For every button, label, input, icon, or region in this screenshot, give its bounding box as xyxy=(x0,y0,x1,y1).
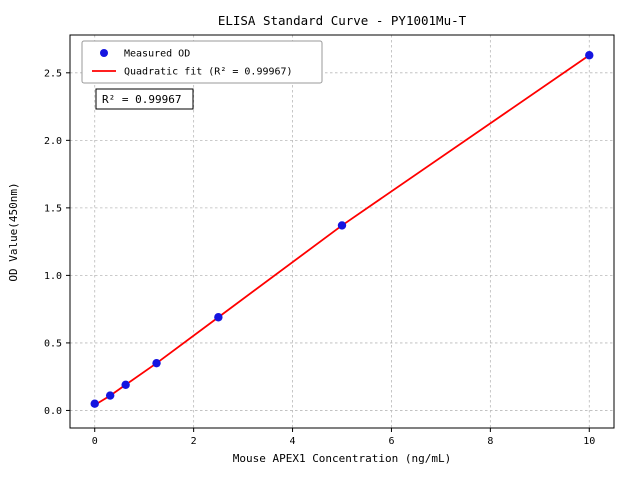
x-tick-label: 0 xyxy=(92,436,98,447)
x-tick-label: 2 xyxy=(191,436,197,447)
plot-border xyxy=(69,34,615,429)
y-tick-label: 1.0 xyxy=(44,271,62,282)
y-tick-label: 2.5 xyxy=(44,68,62,79)
annotation-box xyxy=(95,88,194,110)
r-squared-text: R² = 0.99967 xyxy=(102,93,181,106)
y-tick-label: 1.5 xyxy=(44,203,62,214)
legend-label: Quadratic fit (R² = 0.99967) xyxy=(124,67,293,78)
x-tick-label: 4 xyxy=(290,436,296,447)
measured-od-point xyxy=(152,358,161,368)
x-tick-label: 10 xyxy=(583,436,595,447)
y-axis-label: OD Value(450nm) xyxy=(7,182,20,281)
measured-od-point xyxy=(214,313,223,322)
measured-od-point xyxy=(585,51,594,60)
measured-od-point xyxy=(105,391,115,400)
x-tick-label: 8 xyxy=(487,436,493,447)
y-tick-label: 0.0 xyxy=(44,406,62,417)
measured-od-point xyxy=(90,399,99,408)
x-axis-label: Mouse APEX1 Concentration (ng/mL) xyxy=(233,452,452,465)
y-tick-label: 0.5 xyxy=(44,338,62,349)
legend-box xyxy=(81,40,323,84)
measured-od-point xyxy=(121,380,130,389)
y-tick-label: 2.0 xyxy=(44,136,62,147)
legend-marker-circle-icon xyxy=(100,49,108,57)
measured-od-point xyxy=(337,221,347,230)
plot-area: 0 2 4 6 8 10 0.0 0.5 1.0 1.5 2.0 2.5 Measured OD Quad… xyxy=(44,34,615,447)
chart-title: ELISA Standard Curve - PY1001Mu-T xyxy=(218,13,467,28)
legend-label: Measured OD xyxy=(124,49,190,60)
r-squared-annotation: R² = 0.99967 xyxy=(95,88,194,110)
legend: Measured OD Quadratic fit (R² = 0.99967) xyxy=(81,40,323,84)
x-tick-label: 6 xyxy=(388,436,394,447)
